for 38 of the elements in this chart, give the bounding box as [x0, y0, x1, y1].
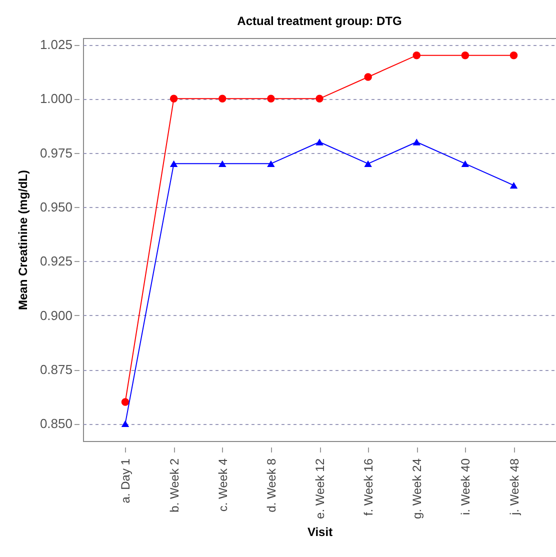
point: [510, 182, 518, 189]
point: [412, 138, 420, 146]
point: [218, 94, 226, 103]
y-tick-label: 0.875: [40, 362, 72, 377]
point: [316, 138, 324, 146]
x-tick-label: a. Day 1: [118, 458, 133, 504]
point: [170, 94, 178, 103]
point: [316, 94, 324, 103]
point: [267, 94, 275, 103]
x-tick-label: i. Week 40: [458, 458, 473, 515]
chart-title: Actual treatment group: DTG: [237, 14, 402, 28]
y-tick-label: 0.975: [40, 145, 72, 160]
point: [218, 160, 226, 168]
point: [364, 73, 372, 81]
x-tick-label: f. Week 16: [362, 458, 376, 516]
x-tick-label: c. Week 4: [216, 458, 230, 512]
y-tick-label: 0.900: [40, 308, 72, 323]
point: [170, 160, 178, 168]
point: [461, 160, 470, 168]
x-tick-label: g. Week 24: [410, 458, 424, 519]
y-tick-label: 1.000: [40, 91, 72, 106]
point: [412, 51, 420, 60]
y-tick-label: 0.850: [40, 416, 72, 432]
x-tick-label: d. Week 8: [264, 458, 278, 512]
point: [510, 51, 518, 60]
x-tick-label: j. Week 48: [507, 458, 522, 516]
point: [364, 160, 372, 168]
y-tick-label: 0.950: [40, 200, 72, 214]
point: [121, 398, 130, 406]
x-tick-label: b. Week 2: [167, 458, 182, 512]
y-tick-label: 0.925: [40, 254, 72, 269]
x-axis-title: Visit: [307, 524, 333, 539]
point: [461, 51, 470, 60]
y-tick-label: 1.025: [40, 37, 72, 52]
point: [267, 160, 275, 168]
y-axis-title: Mean Creatinine (mg/dL): [16, 170, 30, 310]
point: [121, 420, 130, 428]
x-tick-label: e. Week 12: [313, 458, 327, 519]
